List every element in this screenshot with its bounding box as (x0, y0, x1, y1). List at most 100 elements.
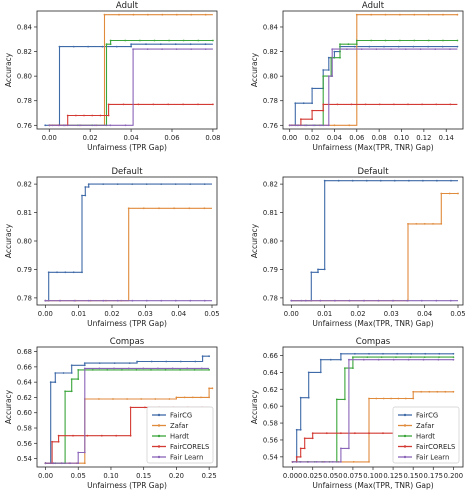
series-marker (124, 39, 127, 42)
series-marker (340, 352, 342, 355)
series-marker (128, 362, 131, 364)
legend-box (392, 406, 460, 464)
y-axis-label: Accuracy (4, 223, 13, 258)
subplot-title: Default (357, 167, 389, 177)
series-marker (69, 462, 71, 465)
series-marker (99, 114, 102, 117)
x-tick-label: 0.02 (304, 134, 319, 142)
series-marker (379, 179, 382, 182)
series-marker (101, 45, 104, 48)
series-marker (311, 109, 313, 112)
series-marker (382, 352, 384, 355)
series-marker (47, 271, 50, 274)
series-marker (126, 398, 128, 400)
y-tick-label: 0.80 (17, 73, 32, 81)
y-tick-label: 0.81 (263, 209, 278, 217)
legend-item: Zafar (398, 422, 434, 430)
series-marker (44, 124, 47, 127)
legend-marker (403, 424, 407, 427)
series-marker (329, 358, 332, 361)
series-marker (145, 299, 148, 302)
x-tick-label: 0.03 (384, 310, 399, 318)
series-marker (188, 207, 191, 210)
series-marker (444, 390, 447, 393)
subplot-title: Compas (356, 337, 391, 347)
subplot-title: Adult (116, 1, 139, 11)
series-marker (299, 428, 302, 431)
y-tick-label: 0.54 (263, 453, 278, 461)
plot-area (44, 13, 214, 127)
y-axis-label: Accuracy (250, 52, 259, 87)
series-marker (375, 397, 378, 400)
series-line-zafar (291, 192, 458, 302)
series-marker (115, 434, 118, 437)
series-marker (200, 396, 202, 399)
series-marker (368, 461, 370, 463)
series-marker (171, 367, 174, 370)
series-marker (183, 396, 186, 399)
x-axis-label: Unfairness (Max(TPR, TNR) Gap) (312, 143, 433, 152)
series-marker (211, 387, 214, 390)
series-marker (161, 13, 164, 16)
series-marker (98, 367, 101, 370)
series-marker (382, 432, 384, 435)
x-tick-label: 0.04 (171, 310, 186, 318)
series-marker (438, 352, 441, 355)
y-tick-label: 0.78 (263, 97, 278, 105)
series-marker (208, 355, 211, 358)
series-line-faircg (291, 180, 458, 302)
series-marker (175, 396, 178, 399)
series-marker (132, 48, 135, 50)
series-marker (81, 194, 83, 197)
series-marker (340, 447, 342, 450)
series-marker (344, 398, 346, 401)
series-marker (212, 103, 214, 106)
legend-item: Fair Learn (152, 454, 203, 462)
series-marker (165, 360, 168, 363)
series-marker (302, 102, 305, 105)
series-marker (370, 39, 373, 42)
series-marker (409, 356, 412, 358)
y-tick-label: 0.56 (17, 440, 32, 448)
series-marker (393, 103, 395, 106)
series-marker (118, 13, 120, 16)
series-marker (208, 396, 211, 399)
series-marker (164, 369, 167, 371)
series-marker (81, 271, 83, 274)
series-marker (419, 48, 422, 50)
series-marker (190, 13, 193, 16)
series-marker (364, 103, 367, 106)
y-tick-label: 0.78 (17, 294, 32, 302)
series-marker (112, 398, 114, 400)
series-marker (420, 299, 423, 302)
x-tick-label: 0.00 (282, 134, 297, 142)
series-marker (142, 367, 145, 370)
series-line-zafar (49, 14, 213, 126)
series-marker (303, 437, 306, 440)
series-marker (146, 48, 149, 50)
y-tick-label: 0.80 (17, 238, 32, 246)
series-marker (422, 179, 424, 182)
legend-label: FairCORELS (170, 443, 209, 451)
x-tick-label: 0.04 (124, 134, 139, 142)
y-tick-label: 0.64 (263, 369, 278, 377)
series-marker (319, 371, 322, 374)
series-marker (382, 397, 385, 400)
y-tick-label: 0.62 (263, 386, 278, 394)
x-tick-label: 0.10 (394, 134, 409, 142)
subplot-1: Adult 0.00 0.02 0.04 0.06 0.08 0.10 0.12 0.14 0.7… (250, 1, 464, 152)
plot-area (44, 355, 214, 465)
legend-label: Hardt (416, 433, 435, 441)
legend-item: FairCG (152, 412, 192, 420)
y-tick-label: 0.82 (263, 48, 278, 56)
series-marker (407, 103, 409, 106)
series-line-fair-learn (45, 367, 210, 464)
series-marker (311, 432, 314, 435)
series-marker (137, 103, 140, 106)
series-marker (428, 390, 431, 393)
series-marker (154, 398, 157, 400)
series-marker (86, 434, 89, 437)
series-marker (179, 360, 182, 363)
series-marker (299, 461, 302, 463)
series-marker (152, 103, 155, 106)
